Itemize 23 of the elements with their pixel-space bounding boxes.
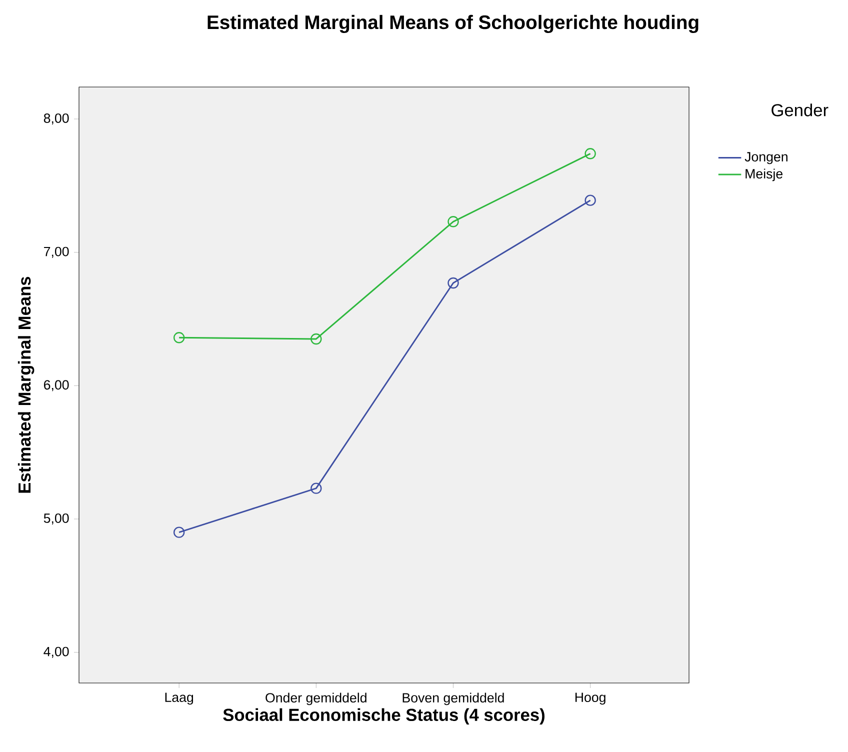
y-tick-label: 4,00 (44, 646, 69, 658)
legend-label: Meisje (746, 168, 782, 182)
point (448, 277, 459, 289)
legend-label: Jongen (744, 152, 788, 164)
point (173, 332, 185, 344)
legend-title: Gender (772, 104, 828, 116)
y-tick-label: 5,00 (44, 513, 69, 525)
point (584, 148, 596, 160)
x-tick-label: Laag (165, 692, 194, 705)
x-tick-label: Onder gemiddeld (266, 692, 366, 706)
point (310, 482, 322, 494)
point (448, 216, 459, 228)
x-tick-label: Hoog (575, 692, 606, 705)
chart-title: Estimated Marginal Means of Schoolgerichte houding (208, 14, 698, 34)
x-axis-title: Sociaal Economische Status (4 scores) (223, 708, 544, 724)
point (584, 194, 596, 206)
point (310, 333, 322, 345)
y-tick-label: 6,00 (44, 380, 69, 392)
x-tick-label: Boven gemiddeld (402, 692, 504, 706)
y-tick-label: 7,00 (44, 246, 69, 258)
point (173, 526, 185, 538)
y-axis-title: Estimated Marginal Means (18, 276, 34, 493)
y-tick-label: 8,00 (44, 113, 69, 125)
